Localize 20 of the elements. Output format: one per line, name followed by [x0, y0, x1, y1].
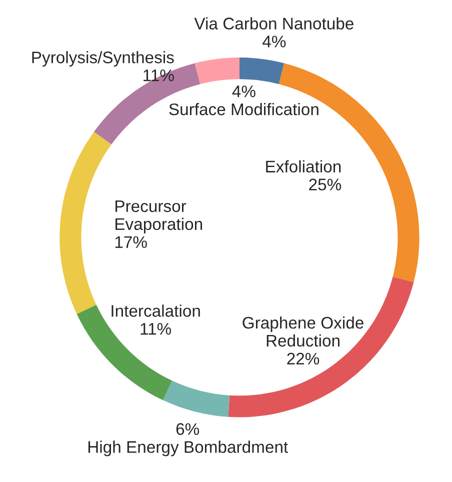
data-label: 6%	[176, 423, 200, 435]
donut-slice	[60, 132, 112, 314]
donut-slice	[228, 276, 414, 418]
donut-slice	[162, 380, 230, 417]
donut-slice	[194, 58, 240, 84]
slice-label: Intercalation	[112, 304, 200, 317]
slice-label: Via Carbon Nanotube	[194, 17, 354, 30]
data-label: 11%	[140, 323, 172, 335]
data-label: 4%	[262, 36, 286, 48]
slice-label: Exfoliation	[266, 160, 341, 172]
data-label: 4%	[232, 86, 256, 98]
slice-label: Graphene Oxide Reduction	[242, 316, 364, 347]
data-label: 17%	[115, 236, 147, 248]
data-label: 22%	[287, 352, 320, 365]
slice-label: Pyrolysis/Synthesis	[32, 51, 174, 67]
slice-label: High Energy Bombardment	[88, 440, 288, 456]
data-label: 25%	[309, 178, 342, 190]
slice-label: Precursor Evaporation	[116, 200, 202, 234]
slice-label: Surface Modification	[169, 103, 318, 116]
donut-slice	[239, 58, 284, 84]
